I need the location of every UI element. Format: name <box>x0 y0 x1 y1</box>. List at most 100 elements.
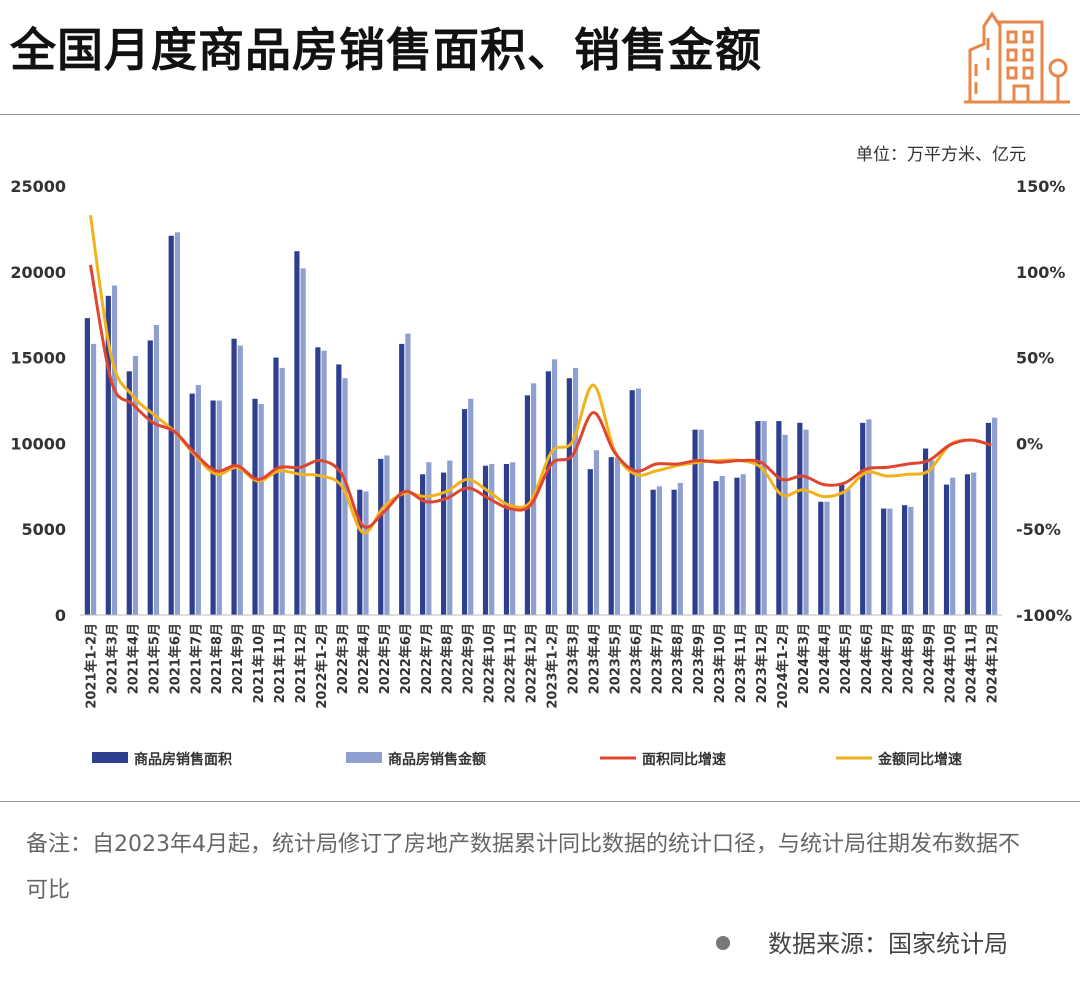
y-left-tick-label: 5000 <box>21 520 66 539</box>
area-bar <box>441 472 447 615</box>
amount-bar <box>698 429 704 615</box>
area-bar <box>860 422 866 615</box>
amount-bar <box>468 398 474 615</box>
chart-note: 备注：自2023年4月起，统计局修订了房地产数据累计同比数据的统计口径，与统计局… <box>26 832 1020 903</box>
amount-bar <box>803 429 809 615</box>
area-bar <box>147 340 153 615</box>
x-tick-label: 2023年7月 <box>649 623 665 694</box>
amount-bar <box>132 355 139 615</box>
area-bar <box>839 484 845 615</box>
header-divider <box>0 114 1080 115</box>
area-bar <box>566 378 572 615</box>
amount-bar <box>971 472 977 615</box>
x-tick-label: 2022年11月 <box>503 623 519 703</box>
area-bar <box>964 474 971 615</box>
amount-bar <box>237 345 243 615</box>
x-tick-label: 2023年4月 <box>586 623 602 694</box>
amount-bar <box>258 403 264 615</box>
amount-bar <box>195 385 201 615</box>
y-right-tick-label: 100% <box>1016 263 1065 282</box>
area-bar <box>818 501 824 615</box>
area-bar <box>671 489 677 615</box>
area-bar <box>315 347 321 615</box>
x-tick-label: 2022年4月 <box>356 623 372 694</box>
legend-swatch <box>346 752 382 763</box>
amount-bar <box>845 489 851 615</box>
area-bar <box>629 390 635 615</box>
area-bar <box>399 343 405 615</box>
amount-bar <box>656 486 662 615</box>
x-tick-label: 2021年10月 <box>251 623 267 703</box>
amount-bar <box>279 367 285 615</box>
legend-label: 面积同比增速 <box>642 751 726 768</box>
x-tick-label: 2021年12月 <box>293 623 309 703</box>
area-bar <box>902 505 908 615</box>
x-tick-label: 2023年5月 <box>607 623 623 694</box>
area-bar <box>210 400 216 615</box>
x-tick-label: 2024年5月 <box>838 623 854 694</box>
amount-bar <box>426 462 432 615</box>
amount-bar <box>551 359 558 615</box>
amount-bar <box>887 508 893 615</box>
amount-bar <box>992 417 998 615</box>
area-bar <box>545 371 551 615</box>
x-tick-label: 2024年8月 <box>901 623 917 694</box>
x-tick-label: 2023年6月 <box>628 623 644 694</box>
amount-bar <box>782 434 788 615</box>
x-tick-label: 2021年11月 <box>272 623 288 703</box>
x-tick-label: 2024年12月 <box>985 623 1001 703</box>
area-bar <box>922 448 929 615</box>
page-title: 全国月度商品房销售面积、销售金额 <box>10 23 762 77</box>
x-tick-label: 2021年7月 <box>188 623 204 694</box>
area-bar <box>776 421 782 615</box>
y-right-tick-label: -100% <box>1016 606 1072 625</box>
amount-bar <box>824 501 830 615</box>
data-source-text: 数据来源：国家统计局 <box>768 930 1008 958</box>
amount-bar <box>950 477 956 615</box>
area-bar <box>755 421 761 615</box>
x-tick-label: 2023年1-2月 <box>544 623 560 709</box>
amount-bar <box>677 482 683 615</box>
area-bar <box>252 398 258 615</box>
x-tick-label: 2024年4月 <box>817 623 833 694</box>
dot-icon <box>716 936 730 950</box>
amount-bar <box>321 350 327 615</box>
area-bar <box>378 458 384 615</box>
legend-label: 商品房销售金额 <box>388 751 486 768</box>
y-right-tick-label: -50% <box>1016 520 1061 539</box>
area-growth-line <box>89 264 992 529</box>
amount-bar <box>363 491 369 615</box>
x-tick-label: 2024年3月 <box>796 623 812 694</box>
amount-bar <box>111 285 118 615</box>
area-bar <box>461 409 468 615</box>
y-left-tick-label: 25000 <box>10 177 66 196</box>
amount-bar <box>174 232 180 615</box>
amount-bar <box>300 268 306 615</box>
amount-bar <box>342 378 348 615</box>
x-tick-label: 2023年9月 <box>691 623 707 694</box>
y-left-tick-label: 10000 <box>10 434 66 453</box>
area-bar <box>126 371 132 615</box>
area-bar <box>587 469 593 615</box>
footer-divider <box>0 801 1080 802</box>
x-tick-label: 2021年8月 <box>209 623 225 694</box>
amount-bar <box>447 460 453 615</box>
amount-bar <box>635 388 641 615</box>
y-left-tick-label: 0 <box>55 606 66 625</box>
y-right-tick-label: 150% <box>1016 177 1065 196</box>
legend-label: 商品房销售面积 <box>134 751 232 768</box>
amount-bar <box>216 400 222 615</box>
x-tick-label: 2023年3月 <box>565 623 581 694</box>
x-tick-label: 2022年6月 <box>398 623 414 694</box>
y-left-tick-label: 20000 <box>10 263 66 282</box>
amount-bar <box>740 474 746 615</box>
area-bar <box>881 508 887 615</box>
amount-bar <box>614 457 621 615</box>
area-bar <box>692 429 698 615</box>
x-tick-label: 2024年10月 <box>943 623 959 703</box>
x-tick-label: 2021年3月 <box>104 623 120 694</box>
area-bar <box>482 465 489 615</box>
x-tick-label: 2022年3月 <box>335 623 351 694</box>
x-tick-label: 2024年1-2月 <box>775 623 791 709</box>
x-tick-label: 2022年12月 <box>524 623 540 703</box>
